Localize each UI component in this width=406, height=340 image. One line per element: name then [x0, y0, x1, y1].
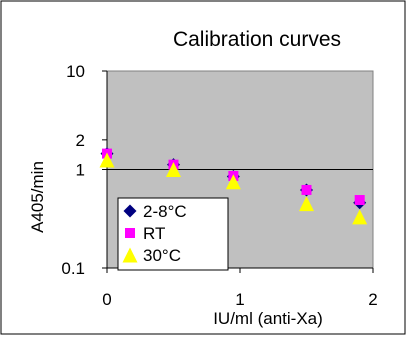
legend: 2-8°C RT 30°C [117, 197, 229, 271]
x-tick-label: 0 [102, 290, 111, 309]
legend-label: 2-8°C [143, 202, 187, 221]
y-tick-label: 10 [66, 62, 85, 81]
legend-box [117, 197, 229, 271]
y-axis-label: A405/min [28, 161, 47, 233]
x-tick-label: 2 [368, 290, 377, 309]
legend-label: RT [143, 224, 165, 243]
y-tick-label: 0.1 [61, 259, 85, 278]
data-point [166, 162, 181, 177]
data-point [299, 196, 314, 212]
data-point [225, 174, 241, 190]
y-tick-label: 2 [76, 131, 85, 150]
x-tick-label: 1 [235, 290, 244, 309]
legend-marker [122, 247, 138, 263]
legend-marker [123, 204, 137, 218]
data-point [99, 152, 115, 168]
y-tick-label: 1 [76, 161, 85, 180]
data-point [352, 209, 368, 225]
data-point [354, 195, 365, 206]
x-axis-label: IU/ml (anti-Xa) [213, 309, 323, 328]
legend-label: 30°C [143, 246, 181, 265]
chart-title: Calibration curves [173, 28, 341, 51]
data-point [301, 184, 312, 195]
legend-marker [125, 228, 135, 238]
